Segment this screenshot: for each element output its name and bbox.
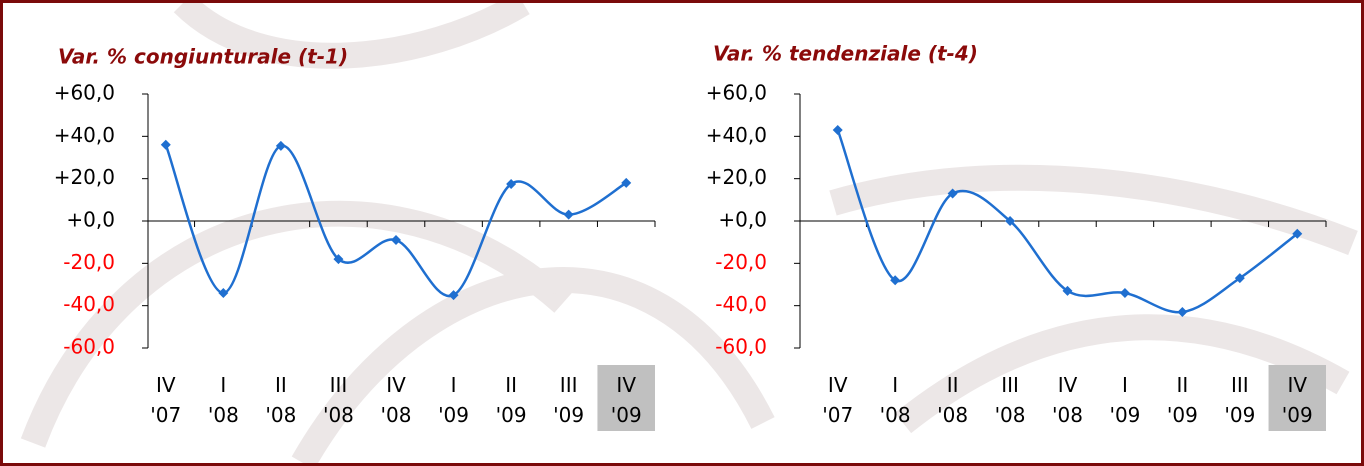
point-marker xyxy=(218,288,228,298)
point-marker xyxy=(564,210,574,220)
x-tick-label: III '09 xyxy=(540,370,598,430)
y-tick-label: +0,0 xyxy=(66,208,115,232)
x-tick-label: I '09 xyxy=(425,370,483,430)
x-tick-label: IV '07 xyxy=(809,370,867,430)
y-tick-label: -40,0 xyxy=(715,292,767,316)
x-tick-label: II '09 xyxy=(1153,370,1211,430)
y-tick-label: -20,0 xyxy=(715,250,767,274)
y-tick-label: +0,0 xyxy=(718,208,767,232)
x-tick-label: II '09 xyxy=(482,370,540,430)
x-tick-label: II '08 xyxy=(924,370,982,430)
chart-title: Var. % tendenziale (t-4) xyxy=(713,42,978,66)
x-tick-label: IV '09 xyxy=(1268,370,1326,430)
x-tick-label: IV '08 xyxy=(367,370,425,430)
y-tick-label: +60,0 xyxy=(54,81,115,105)
y-tick-label: +20,0 xyxy=(706,165,767,189)
y-tick-label: -60,0 xyxy=(63,335,115,359)
x-tick-label: IV '08 xyxy=(1039,370,1097,430)
x-tick-label: I '09 xyxy=(1096,370,1154,430)
x-tick-label: I '08 xyxy=(866,370,924,430)
point-marker xyxy=(833,125,843,135)
x-tick-label: I '08 xyxy=(194,370,252,430)
x-tick-label: IV '07 xyxy=(137,370,195,430)
y-tick-label: +40,0 xyxy=(54,123,115,147)
point-marker xyxy=(391,235,401,245)
y-tick-label: -40,0 xyxy=(63,292,115,316)
point-marker xyxy=(161,140,171,150)
x-tick-label: III '09 xyxy=(1211,370,1269,430)
y-tick-label: +20,0 xyxy=(54,165,115,189)
y-tick-label: +60,0 xyxy=(706,81,767,105)
x-tick-label: II '08 xyxy=(252,370,310,430)
x-tick-label: IV '09 xyxy=(597,370,655,430)
point-marker xyxy=(1120,288,1130,298)
y-tick-label: -20,0 xyxy=(63,250,115,274)
page: Var. % congiunturale (t-1) -60,0 -40,0 -20,… xyxy=(0,0,1364,466)
chart-title: Var. % congiunturale (t-1) xyxy=(58,45,348,69)
x-tick-label: III '08 xyxy=(309,370,367,430)
x-tick-label: III '08 xyxy=(981,370,1039,430)
y-tick-label: -60,0 xyxy=(715,335,767,359)
y-tick-label: +40,0 xyxy=(706,123,767,147)
